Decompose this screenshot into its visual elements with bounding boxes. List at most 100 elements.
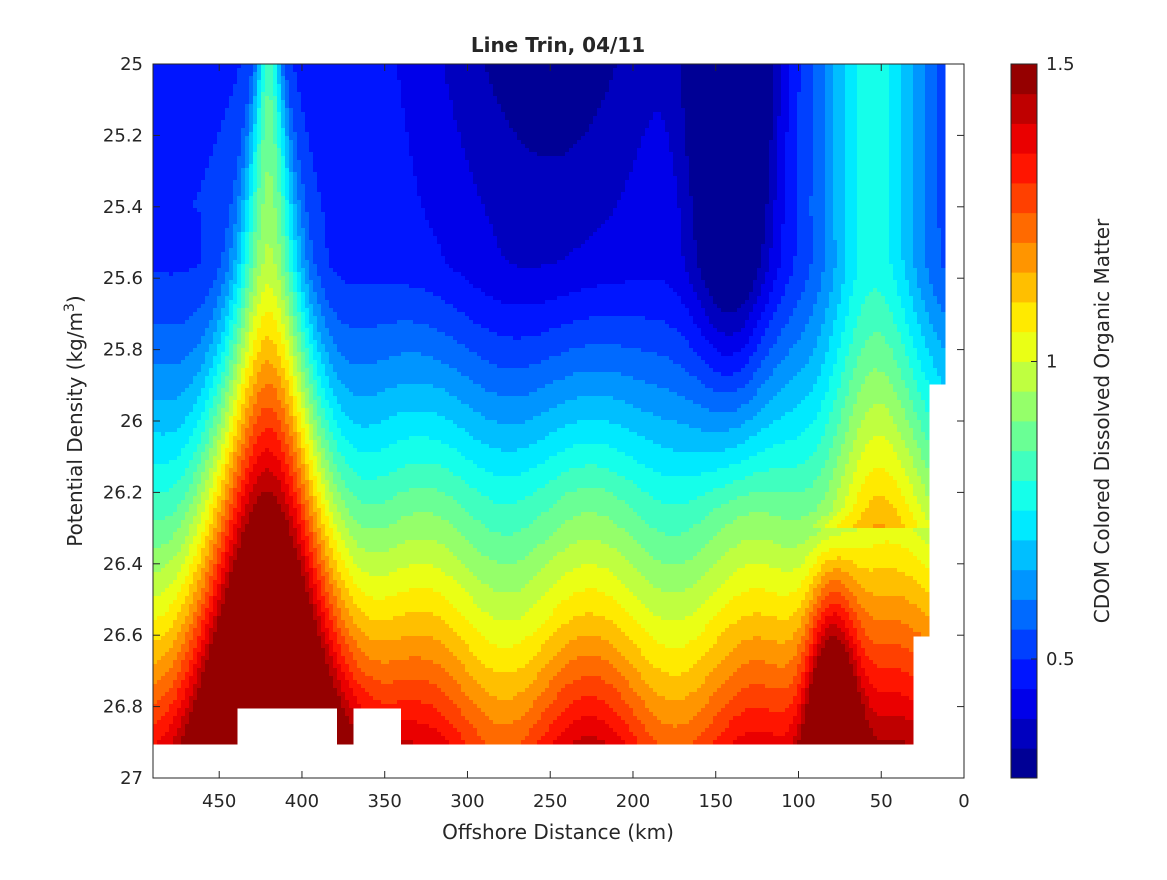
contour-cell xyxy=(257,376,262,381)
contour-cell xyxy=(209,128,214,133)
contour-cell xyxy=(161,220,166,225)
contour-cell xyxy=(257,480,262,485)
contour-cell xyxy=(205,304,210,309)
contour-cell xyxy=(161,424,166,429)
contour-cell xyxy=(241,344,246,349)
contour-cell xyxy=(189,448,194,453)
contour-cell xyxy=(217,712,222,717)
contour-cell xyxy=(229,244,234,249)
contour-cell xyxy=(157,96,162,101)
contour-cell xyxy=(177,332,182,337)
contour-cell xyxy=(265,340,270,345)
contour-cell xyxy=(173,584,178,589)
contour-cell xyxy=(177,240,182,245)
contour-cell xyxy=(233,260,238,265)
contour-cell xyxy=(249,568,254,573)
contour-cell xyxy=(233,696,238,701)
contour-cell xyxy=(181,376,186,381)
contour-cell xyxy=(225,140,230,145)
contour-cell xyxy=(253,388,258,393)
contour-cell xyxy=(193,640,198,645)
contour-cell xyxy=(189,100,194,105)
contour-cell xyxy=(261,324,266,329)
contour-cell xyxy=(201,528,206,533)
contour-cell xyxy=(253,592,258,597)
contour-cell xyxy=(177,232,182,237)
contour-cell xyxy=(249,368,254,373)
contour-cell xyxy=(245,636,250,641)
contour-cell xyxy=(257,692,262,697)
contour-cell xyxy=(173,132,178,137)
contour-cell xyxy=(189,408,194,413)
contour-cell xyxy=(265,668,270,673)
contour-cell xyxy=(161,268,166,273)
contour-cell xyxy=(193,292,198,297)
contour-cell xyxy=(165,308,170,313)
contour-cell xyxy=(237,464,242,469)
contour-cell xyxy=(265,96,270,101)
contour-cell xyxy=(197,616,202,621)
contour-cell xyxy=(205,460,210,465)
contour-cell xyxy=(261,624,266,629)
contour-cell xyxy=(253,192,258,197)
contour-cell xyxy=(261,456,266,461)
contour-cell xyxy=(157,572,162,577)
contour-cell xyxy=(177,316,182,321)
contour-cell xyxy=(153,448,158,453)
contour-cell xyxy=(177,468,182,473)
contour-cell xyxy=(193,652,198,657)
contour-cell xyxy=(253,500,258,505)
contour-cell xyxy=(241,328,246,333)
contour-cell xyxy=(177,560,182,565)
contour-cell xyxy=(265,528,270,533)
contour-cell xyxy=(205,720,210,725)
contour-cell xyxy=(225,536,230,541)
contour-cell xyxy=(185,324,190,329)
contour-cell xyxy=(165,316,170,321)
contour-cell xyxy=(157,632,162,637)
contour-cell xyxy=(193,232,198,237)
contour-cell xyxy=(177,512,182,517)
contour-cell xyxy=(261,204,266,209)
contour-cell xyxy=(201,652,206,657)
contour-cell xyxy=(233,104,238,109)
contour-cell xyxy=(209,88,214,93)
contour-cell xyxy=(221,500,226,505)
contour-cell xyxy=(253,520,258,525)
contour-cell xyxy=(261,448,266,453)
contour-cell xyxy=(189,108,194,113)
contour-cell xyxy=(153,320,158,325)
contour-cell xyxy=(225,164,230,169)
contour-cell xyxy=(165,644,170,649)
contour-cell xyxy=(161,628,166,633)
contour-cell xyxy=(225,112,230,117)
contour-cell xyxy=(265,368,270,373)
contour-cell xyxy=(257,684,262,689)
contour-cell xyxy=(169,240,174,245)
contour-cell xyxy=(201,640,206,645)
contour-cell xyxy=(165,384,170,389)
contour-cell xyxy=(173,188,178,193)
contour-cell xyxy=(193,100,198,105)
contour-cell xyxy=(213,132,218,137)
contour-cell xyxy=(229,448,234,453)
contour-cell xyxy=(157,484,162,489)
contour-cell xyxy=(269,508,274,513)
contour-cell xyxy=(181,612,186,617)
contour-cell xyxy=(209,628,214,633)
contour-cell xyxy=(161,232,166,237)
contour-cell xyxy=(257,492,262,497)
contour-cell xyxy=(205,156,210,161)
contour-cell xyxy=(241,540,246,545)
contour-cell xyxy=(253,392,258,397)
contour-cell xyxy=(161,280,166,285)
contour-cell xyxy=(225,372,230,377)
contour-cell xyxy=(177,380,182,385)
contour-cell xyxy=(217,172,222,177)
contour-cell xyxy=(201,492,206,497)
contour-cell xyxy=(169,652,174,657)
contour-cell xyxy=(265,652,270,657)
contour-cell xyxy=(205,512,210,517)
contour-cell xyxy=(217,112,222,117)
contour-cell xyxy=(169,288,174,293)
